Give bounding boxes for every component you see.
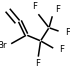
Text: F: F bbox=[65, 28, 70, 37]
Text: F: F bbox=[32, 2, 37, 11]
Text: F: F bbox=[55, 5, 60, 14]
Text: F: F bbox=[35, 59, 40, 68]
Text: F: F bbox=[59, 45, 64, 54]
Text: Br: Br bbox=[0, 41, 6, 50]
